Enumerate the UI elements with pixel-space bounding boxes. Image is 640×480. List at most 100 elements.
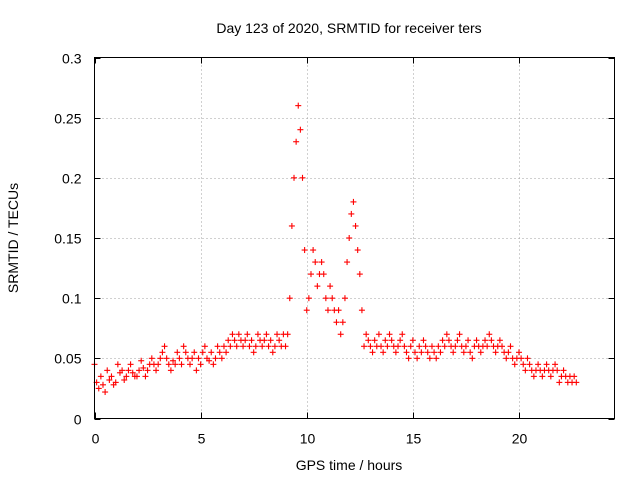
data-point xyxy=(250,349,257,356)
data-point xyxy=(269,349,276,356)
data-point xyxy=(411,349,418,356)
data-point xyxy=(95,385,102,392)
x-tick-label: 10 xyxy=(300,431,316,447)
data-point xyxy=(133,373,140,380)
data-point xyxy=(524,355,531,362)
y-axis-label: SRMTID / TECUs xyxy=(5,183,21,293)
data-point xyxy=(369,349,376,356)
data-point xyxy=(378,343,385,350)
data-point xyxy=(428,343,435,350)
plot-frame xyxy=(94,57,615,419)
data-point xyxy=(433,355,440,362)
data-point xyxy=(467,349,474,356)
data-point xyxy=(212,355,219,362)
data-point xyxy=(127,361,134,368)
data-point xyxy=(282,343,289,350)
data-point xyxy=(271,343,278,350)
data-point xyxy=(174,349,181,356)
data-point xyxy=(341,295,348,302)
x-tick-label: 5 xyxy=(198,431,206,447)
y-tick-label: 0.15 xyxy=(54,231,81,247)
data-point xyxy=(392,349,399,356)
data-point xyxy=(172,361,179,368)
x-axis-label: GPS time / hours xyxy=(296,457,403,473)
data-point xyxy=(424,349,431,356)
data-point xyxy=(422,343,429,350)
data-point xyxy=(515,349,522,356)
data-point xyxy=(322,295,329,302)
data-point xyxy=(286,295,293,302)
data-point xyxy=(161,343,168,350)
tick-labels: 0 0.05 0.1 0.15 0.2 0.25 0.3 0 5 10 15 20 xyxy=(54,51,527,447)
data-point xyxy=(399,331,406,338)
data-point xyxy=(231,337,238,344)
data-point xyxy=(405,355,412,362)
axis-ticks xyxy=(94,57,615,420)
x-tick-label: 0 xyxy=(92,431,100,447)
data-point xyxy=(371,337,378,344)
data-point xyxy=(220,343,227,350)
data-point xyxy=(418,349,425,356)
data-point xyxy=(333,319,340,326)
y-tick-label: 0 xyxy=(74,412,82,428)
data-point xyxy=(106,376,113,383)
data-point xyxy=(261,337,268,344)
data-point xyxy=(214,343,221,350)
data-point xyxy=(375,331,382,338)
data-point xyxy=(303,307,310,314)
data-point xyxy=(276,337,283,344)
data-point xyxy=(136,367,143,374)
data-point xyxy=(191,349,198,356)
data-point xyxy=(543,361,550,368)
data-point xyxy=(182,349,189,356)
data-point xyxy=(511,361,518,368)
data-point xyxy=(361,343,368,350)
data-point xyxy=(99,381,106,388)
data-point xyxy=(254,331,261,338)
data-point xyxy=(505,349,512,356)
data-point xyxy=(382,337,389,344)
data-point xyxy=(114,361,121,368)
data-point xyxy=(176,355,183,362)
data-point xyxy=(112,379,119,386)
data-point xyxy=(301,247,308,254)
data-point xyxy=(102,389,109,396)
data-point xyxy=(138,357,145,364)
data-point xyxy=(129,369,136,376)
data-point xyxy=(435,343,442,350)
data-point xyxy=(388,337,395,344)
data-point xyxy=(235,331,242,338)
data-point xyxy=(229,331,236,338)
y-tick-label: 0.05 xyxy=(54,351,81,367)
data-point xyxy=(535,361,542,368)
data-point xyxy=(462,343,469,350)
data-point xyxy=(507,343,514,350)
data-point xyxy=(297,126,304,133)
data-point xyxy=(526,361,533,368)
data-point xyxy=(352,222,359,229)
data-point xyxy=(552,361,559,368)
data-point xyxy=(492,349,499,356)
data-point xyxy=(496,337,503,344)
data-point xyxy=(337,331,344,338)
data-point xyxy=(125,367,132,374)
data-point xyxy=(248,337,255,344)
data-point xyxy=(403,349,410,356)
data-point xyxy=(454,337,461,344)
data-point xyxy=(104,367,111,374)
data-point xyxy=(314,283,321,290)
y-tick-label: 0.1 xyxy=(62,291,82,307)
data-point xyxy=(445,337,452,344)
data-point xyxy=(155,361,162,368)
data-point xyxy=(397,337,404,344)
data-point xyxy=(312,259,319,266)
data-point xyxy=(348,210,355,217)
data-point xyxy=(123,373,130,380)
data-point xyxy=(144,367,151,374)
x-tick-label: 20 xyxy=(512,431,528,447)
data-point xyxy=(386,331,393,338)
data-points xyxy=(91,102,580,396)
data-point xyxy=(530,373,537,380)
data-point xyxy=(465,337,472,344)
data-point xyxy=(460,349,467,356)
